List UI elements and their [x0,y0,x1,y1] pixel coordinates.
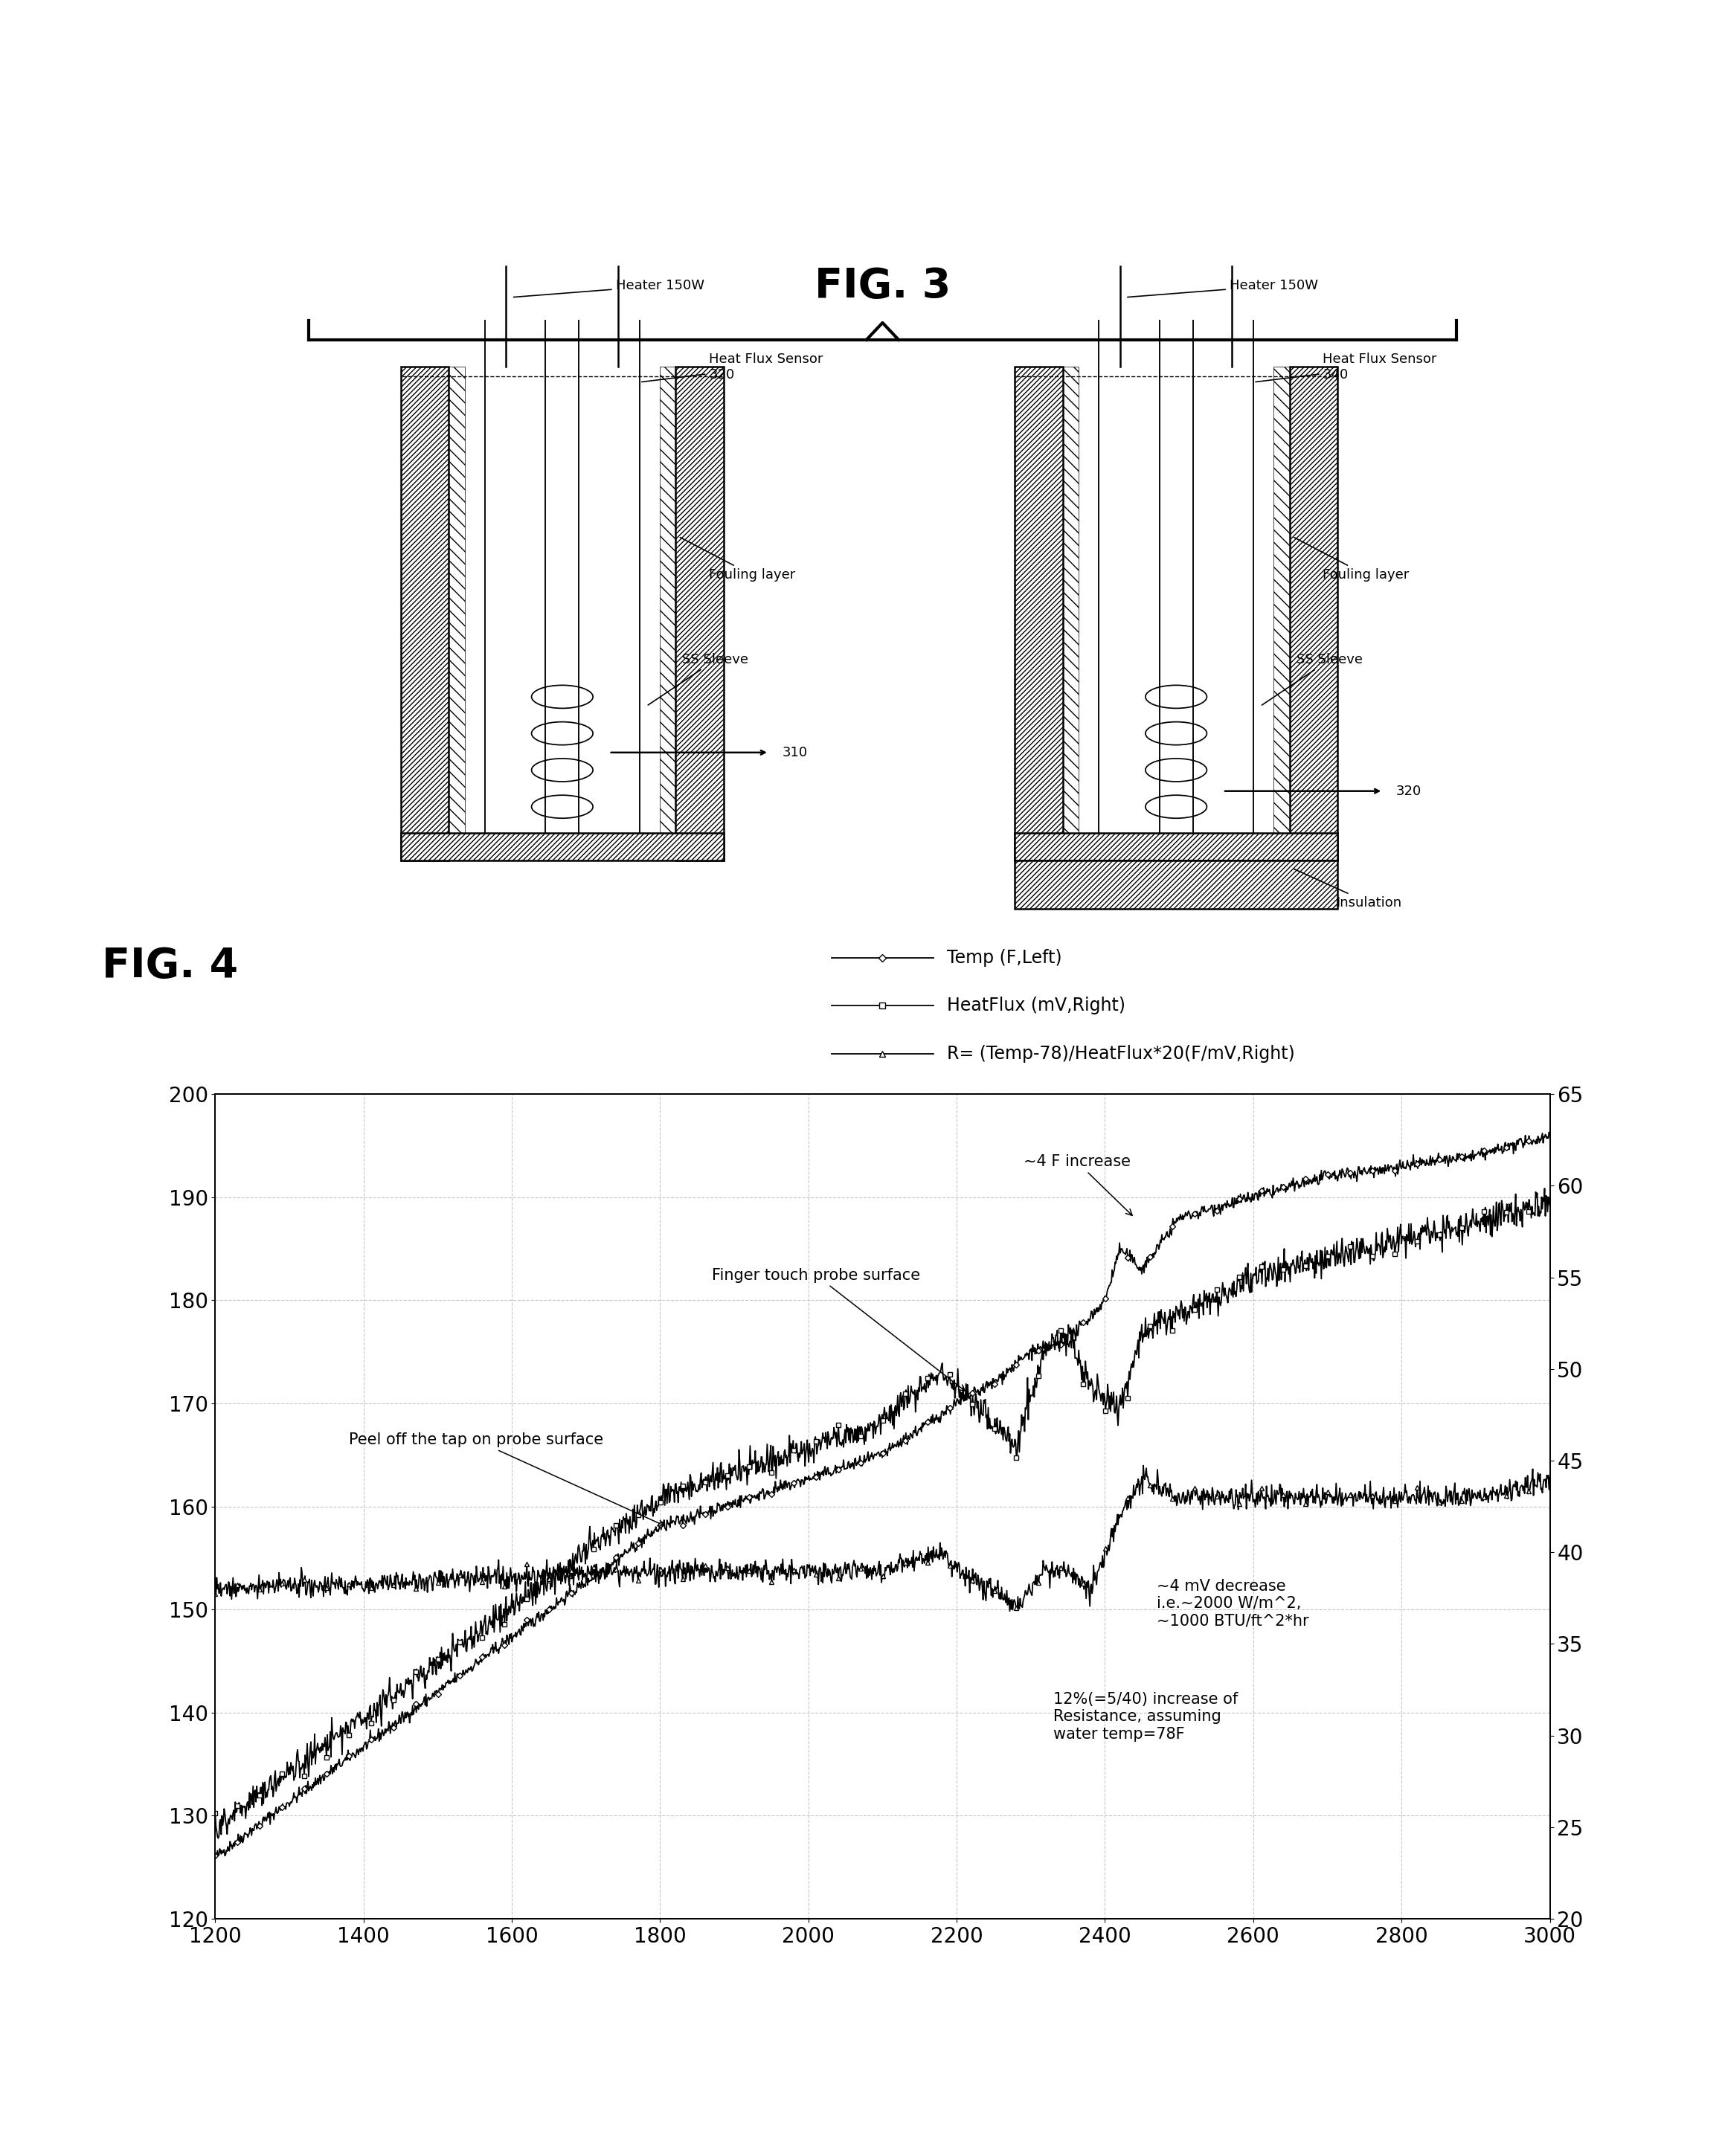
HeatFlux (mV,Right) [751,1453,771,1479]
R= (Temp-78)/HeatFlux*20(F/mV,Right) [489,1563,510,1589]
Text: Insulation: Insulation [1295,869,1402,910]
HeatFlux (mV,Right) [491,1591,511,1617]
Text: FIG. 4: FIG. 4 [102,946,238,985]
R= (Temp-78)/HeatFlux*20(F/mV,Right) [1539,1464,1560,1490]
Text: SS Sleeve: SS Sleeve [1262,653,1362,705]
FancyBboxPatch shape [675,367,723,860]
Text: Heater 150W: Heater 150W [1128,278,1317,298]
Temp (F,Left) [1116,1235,1137,1261]
Line: HeatFlux (mV,Right): HeatFlux (mV,Right) [214,1186,1552,1841]
Text: R= (Temp-78)/HeatFlux*20(F/mV,Right): R= (Temp-78)/HeatFlux*20(F/mV,Right) [947,1046,1295,1063]
FancyBboxPatch shape [1014,860,1338,910]
HeatFlux (mV,Right) [1534,1175,1555,1201]
Text: Finger touch probe surface: Finger touch probe surface [711,1268,964,1391]
FancyBboxPatch shape [401,367,449,860]
R= (Temp-78)/HeatFlux*20(F/mV,Right) [1133,1453,1154,1479]
FancyBboxPatch shape [1014,367,1062,860]
R= (Temp-78)/HeatFlux*20(F/mV,Right) [999,1598,1019,1623]
R= (Temp-78)/HeatFlux*20(F/mV,Right) [749,1554,770,1580]
Text: ~4 mV decrease
i.e.~2000 W/m^2,
~1000 BTU/ft^2*hr: ~4 mV decrease i.e.~2000 W/m^2, ~1000 BT… [1157,1578,1309,1628]
Temp (F,Left) [1539,1119,1560,1145]
R= (Temp-78)/HeatFlux*20(F/mV,Right) [281,1578,301,1604]
FancyBboxPatch shape [1014,832,1338,860]
Temp (F,Left) [491,1632,511,1658]
R= (Temp-78)/HeatFlux*20(F/mV,Right) [205,1580,226,1606]
Temp (F,Left) [205,1843,226,1869]
R= (Temp-78)/HeatFlux*20(F/mV,Right) [704,1563,725,1589]
Temp (F,Left) [1539,1123,1560,1149]
HeatFlux (mV,Right) [282,1757,303,1783]
Text: Heater 150W: Heater 150W [513,278,704,298]
HeatFlux (mV,Right) [205,1800,226,1826]
Text: Heat Flux Sensor
340: Heat Flux Sensor 340 [1255,351,1438,382]
HeatFlux (mV,Right) [758,1432,778,1457]
Text: Peel off the tap on probe surface: Peel off the tap on probe surface [350,1434,665,1526]
Text: Temp (F,Left): Temp (F,Left) [947,949,1061,966]
Text: FIG. 3: FIG. 3 [815,267,951,306]
R= (Temp-78)/HeatFlux*20(F/mV,Right) [756,1552,777,1578]
Text: 320: 320 [1397,785,1422,798]
Text: Fouling layer: Fouling layer [680,537,796,582]
FancyBboxPatch shape [401,832,723,860]
HeatFlux (mV,Right) [1539,1192,1560,1218]
Text: SS Sleeve: SS Sleeve [647,653,749,705]
Temp (F,Left) [282,1787,303,1813]
Text: Heat Flux Sensor
320: Heat Flux Sensor 320 [642,351,823,382]
Text: HeatFlux (mV,Right): HeatFlux (mV,Right) [947,996,1124,1015]
R= (Temp-78)/HeatFlux*20(F/mV,Right) [1116,1496,1137,1522]
Text: 12%(=5/40) increase of
Resistance, assuming
water temp=78F: 12%(=5/40) increase of Resistance, assum… [1054,1692,1238,1742]
Temp (F,Left) [758,1477,778,1503]
Line: R= (Temp-78)/HeatFlux*20(F/mV,Right): R= (Temp-78)/HeatFlux*20(F/mV,Right) [214,1464,1552,1613]
FancyBboxPatch shape [1290,367,1338,860]
Temp (F,Left) [704,1501,725,1526]
HeatFlux (mV,Right) [704,1464,725,1490]
Temp (F,Left) [205,1843,226,1869]
Text: Fouling layer: Fouling layer [1293,537,1409,582]
Text: ~4 F increase: ~4 F increase [1023,1153,1131,1216]
Text: 310: 310 [782,746,808,759]
HeatFlux (mV,Right) [208,1826,229,1852]
Temp (F,Left) [751,1481,771,1507]
Line: Temp (F,Left): Temp (F,Left) [214,1130,1552,1858]
HeatFlux (mV,Right) [1116,1369,1137,1395]
